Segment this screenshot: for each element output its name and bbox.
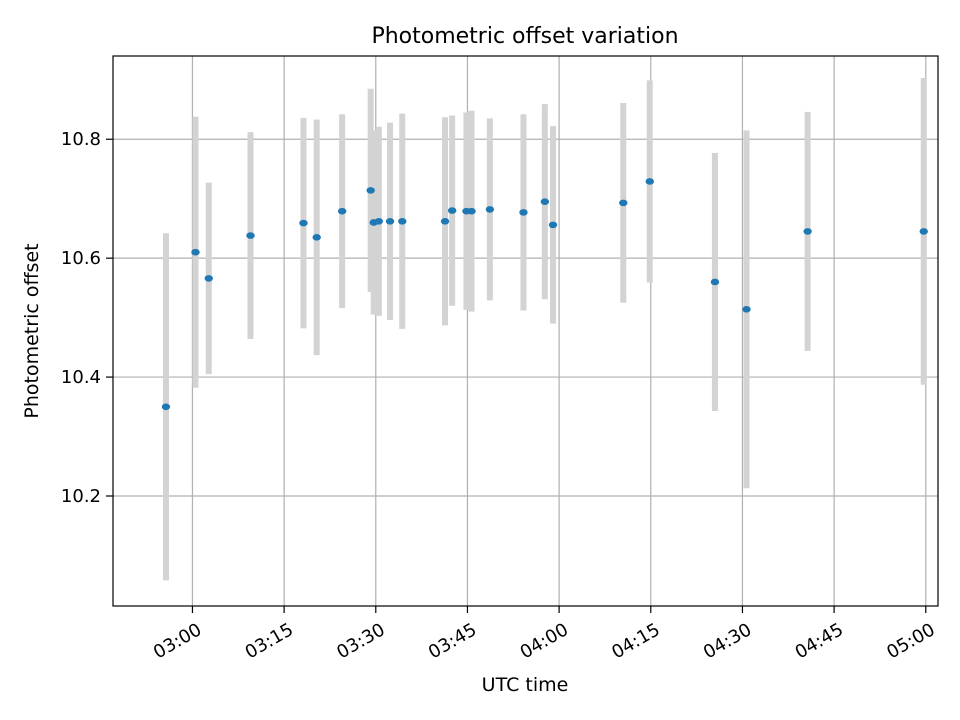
- x-axis-label: UTC time: [482, 674, 569, 696]
- data-point: [742, 305, 751, 313]
- data-point: [204, 275, 213, 282]
- data-point: [519, 209, 528, 216]
- y-axis-ticks: 10.2 10.4 10.6 10.8: [61, 129, 113, 507]
- data-point: [161, 403, 171, 411]
- y-tick-label: 10.2: [61, 486, 101, 507]
- data-point: [385, 217, 395, 225]
- data-point: [366, 187, 375, 194]
- y-axis-label: Photometric offset: [21, 243, 43, 418]
- data-point: [485, 206, 495, 213]
- y-tick-label: 10.8: [61, 129, 101, 150]
- data-point: [191, 248, 200, 256]
- data-point: [645, 178, 654, 185]
- data-point: [919, 228, 928, 235]
- y-tick-label: 10.4: [61, 367, 101, 388]
- data-point: [398, 217, 407, 225]
- chart-title: Photometric offset variation: [371, 24, 678, 49]
- data-point: [548, 221, 558, 229]
- data-point: [374, 217, 384, 225]
- y-tick-label: 10.6: [61, 248, 101, 269]
- data-point: [467, 207, 476, 215]
- plot-area-frame: [112, 55, 939, 607]
- data-point: [447, 207, 457, 214]
- data-point: [710, 278, 720, 286]
- data-point: [440, 217, 450, 225]
- data-point: [312, 234, 321, 241]
- data-point: [619, 199, 628, 207]
- data-point: [803, 228, 812, 235]
- data-point: [337, 207, 347, 215]
- data-point: [246, 232, 255, 239]
- data-points: [161, 178, 928, 411]
- data-point: [540, 198, 550, 205]
- data-point: [299, 219, 308, 227]
